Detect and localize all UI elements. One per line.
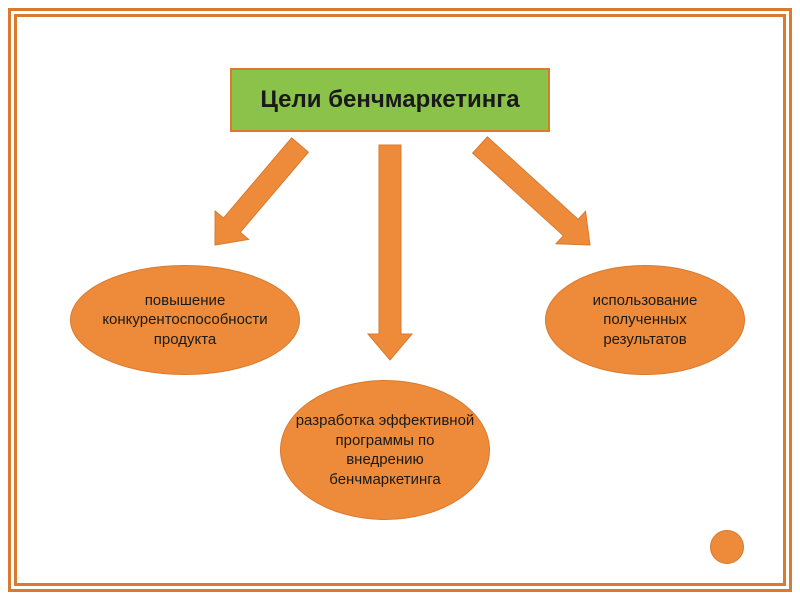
corner-dot	[710, 530, 744, 564]
ellipse-left-text: повышение конкурентоспособности продукта	[85, 291, 285, 350]
title-text: Цели бенчмаркетинга	[260, 86, 519, 114]
arrow-to-middle	[366, 121, 414, 384]
ellipse-right-text: использование полученных результатов	[560, 291, 730, 350]
ellipse-right: использование полученных результатов	[545, 265, 745, 375]
ellipse-middle: разработка эффективной программы по внед…	[280, 380, 490, 520]
ellipse-left: повышение конкурентоспособности продукта	[70, 265, 300, 375]
ellipse-middle-text: разработка эффективной программы по внед…	[295, 411, 475, 489]
